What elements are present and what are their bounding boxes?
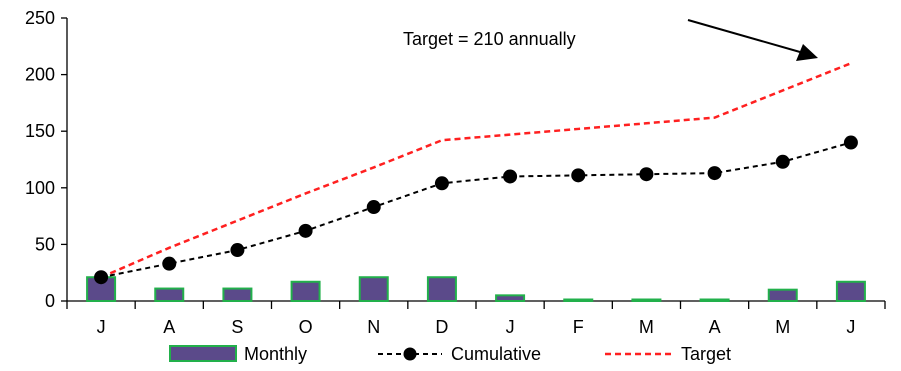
x-tick-label: D xyxy=(435,317,448,337)
y-tick-label: 100 xyxy=(25,178,55,198)
bar-monthly xyxy=(767,288,798,302)
annotation-arrow-shaft xyxy=(687,19,801,53)
point-cumulative xyxy=(434,176,449,191)
bar-monthly xyxy=(222,287,253,303)
y-tick-label: 200 xyxy=(25,65,55,85)
point-cumulative xyxy=(298,223,313,238)
legend-swatch-monthly xyxy=(169,345,237,362)
bars-layer xyxy=(86,276,866,303)
point-cumulative xyxy=(775,154,790,169)
x-tick-label: F xyxy=(573,317,584,337)
point-cumulative xyxy=(571,168,586,183)
bar-monthly xyxy=(154,287,185,303)
y-tick-label: 0 xyxy=(45,291,55,311)
bar-monthly xyxy=(495,294,526,302)
point-cumulative xyxy=(162,256,177,271)
point-cumulative xyxy=(707,166,722,181)
point-cumulative xyxy=(503,169,518,184)
x-tick-label: J xyxy=(506,317,515,337)
x-tick-label: A xyxy=(709,317,721,337)
x-tick-label: M xyxy=(639,317,654,337)
annotation-layer: Target = 210 annually xyxy=(403,19,818,61)
series-line-cumulative xyxy=(100,141,852,279)
cumulative-line-layer xyxy=(94,135,858,285)
bar-monthly xyxy=(290,280,321,303)
bar-monthly xyxy=(426,276,457,302)
point-cumulative xyxy=(366,200,381,215)
y-tick-label: 50 xyxy=(35,234,55,254)
bar-monthly xyxy=(358,276,389,302)
x-tick-label: J xyxy=(97,317,106,337)
point-cumulative xyxy=(843,135,858,150)
x-tick-label: J xyxy=(846,317,855,337)
point-cumulative xyxy=(639,167,654,182)
legend-marker-cumulative xyxy=(403,347,417,361)
bar-monthly xyxy=(563,298,594,302)
y-tick-label: 250 xyxy=(25,8,55,28)
x-tick-label: M xyxy=(775,317,790,337)
target-annotation: Target = 210 annually xyxy=(403,29,576,49)
annotation-arrowhead-icon xyxy=(796,44,818,61)
bar-monthly xyxy=(631,298,662,302)
x-tick-label: N xyxy=(367,317,380,337)
legend-label-monthly: Monthly xyxy=(244,344,307,364)
y-tick-label: 150 xyxy=(25,121,55,141)
point-cumulative xyxy=(94,270,109,285)
target-line-layer xyxy=(100,62,852,279)
point-cumulative xyxy=(230,243,245,258)
x-tick-label: A xyxy=(163,317,175,337)
bar-monthly xyxy=(699,298,730,302)
legend-label-cumulative: Cumulative xyxy=(451,344,541,364)
legend-label-target: Target xyxy=(681,344,731,364)
bar-monthly xyxy=(835,280,866,303)
axes-layer: 0 50 100 150 200 250 J A S O N D J F M A M J xyxy=(25,8,886,337)
series-line-target xyxy=(100,62,852,279)
legend: Monthly Cumulative Target xyxy=(169,344,731,364)
x-tick-label: S xyxy=(231,317,243,337)
x-tick-label: O xyxy=(299,317,313,337)
